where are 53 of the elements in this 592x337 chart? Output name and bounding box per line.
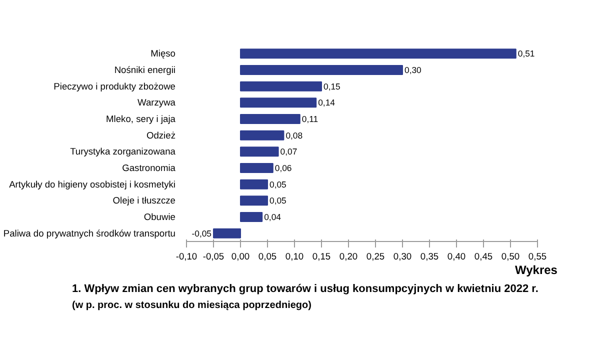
bar (240, 65, 403, 75)
bar (240, 212, 263, 222)
x-tick-label: 0,05 (258, 252, 277, 262)
y-tick-label: Odzież (146, 130, 176, 140)
y-tick-label: Paliwa do prywatnych środków transportu (3, 228, 176, 238)
data-label: 0,05 (270, 196, 287, 206)
text: Wykres (515, 262, 558, 279)
data-label: 0,11 (302, 114, 318, 124)
text: 1. Wpływ zmian cen wybranych grup towarów i usług konsumpcyjnych w kwietniu 2022 r. (72, 282, 538, 297)
x-tick-label: 0,55 (528, 252, 547, 262)
bar (240, 163, 274, 173)
data-label: 0,06 (274, 163, 292, 173)
y-tick-label: Pieczywo i produkty zbożowe (54, 81, 176, 92)
data-label: 0,30 (404, 65, 422, 75)
text: (w p. proc. w stosunku do miesiąca poprzedniego) (72, 299, 312, 313)
x-tick-label: 0,10 (285, 252, 304, 262)
bar (240, 130, 284, 140)
x-tick-label: 0,45 (474, 252, 493, 262)
y-tick-label: Oleje i tłuszcze (112, 196, 176, 206)
x-tick-label: -0,05 (202, 252, 224, 262)
data-label: 0,14 (318, 98, 336, 108)
y-tick-label: Obuwie (144, 212, 176, 222)
bar (240, 146, 279, 157)
bar (240, 196, 268, 206)
x-tick-label: 0,40 (447, 252, 466, 262)
data-label: 0,15 (324, 81, 341, 92)
data-label: 0,07 (280, 146, 298, 157)
y-tick-label: Mięso (150, 48, 176, 59)
x-tick-label: 0,50 (501, 252, 520, 262)
data-label: 0,51 (518, 48, 535, 59)
data-label: 0,04 (264, 212, 282, 222)
y-tick-label: Warzywa (137, 98, 176, 108)
bar (240, 179, 268, 190)
y-tick-label: Gastronomia (122, 163, 176, 173)
x-tick-label: 0,00 (231, 252, 250, 262)
y-tick-label: Mleko, sery i jaja (106, 114, 176, 124)
bar (240, 114, 300, 124)
data-label: 0,08 (286, 130, 303, 140)
y-tick-label: Turystyka zorganizowana (70, 146, 176, 157)
x-tick-label: 0,35 (420, 252, 439, 262)
x-tick-label: 0,15 (312, 252, 331, 262)
bar (240, 48, 516, 59)
x-tick-label: -0,10 (176, 252, 198, 262)
x-tick-label: 0,25 (366, 252, 385, 262)
bar (240, 81, 322, 92)
data-label: 0,05 (270, 179, 287, 190)
x-tick-label: 0,30 (393, 252, 412, 262)
bar (240, 98, 317, 108)
data-label: -0,05 (192, 228, 212, 238)
y-tick-label: Artykuły do higieny osobistej i kosmetyki (9, 179, 176, 190)
x-tick-label: 0,20 (339, 252, 358, 262)
y-tick-label: Nośniki energii (114, 65, 176, 75)
bar (213, 228, 241, 238)
